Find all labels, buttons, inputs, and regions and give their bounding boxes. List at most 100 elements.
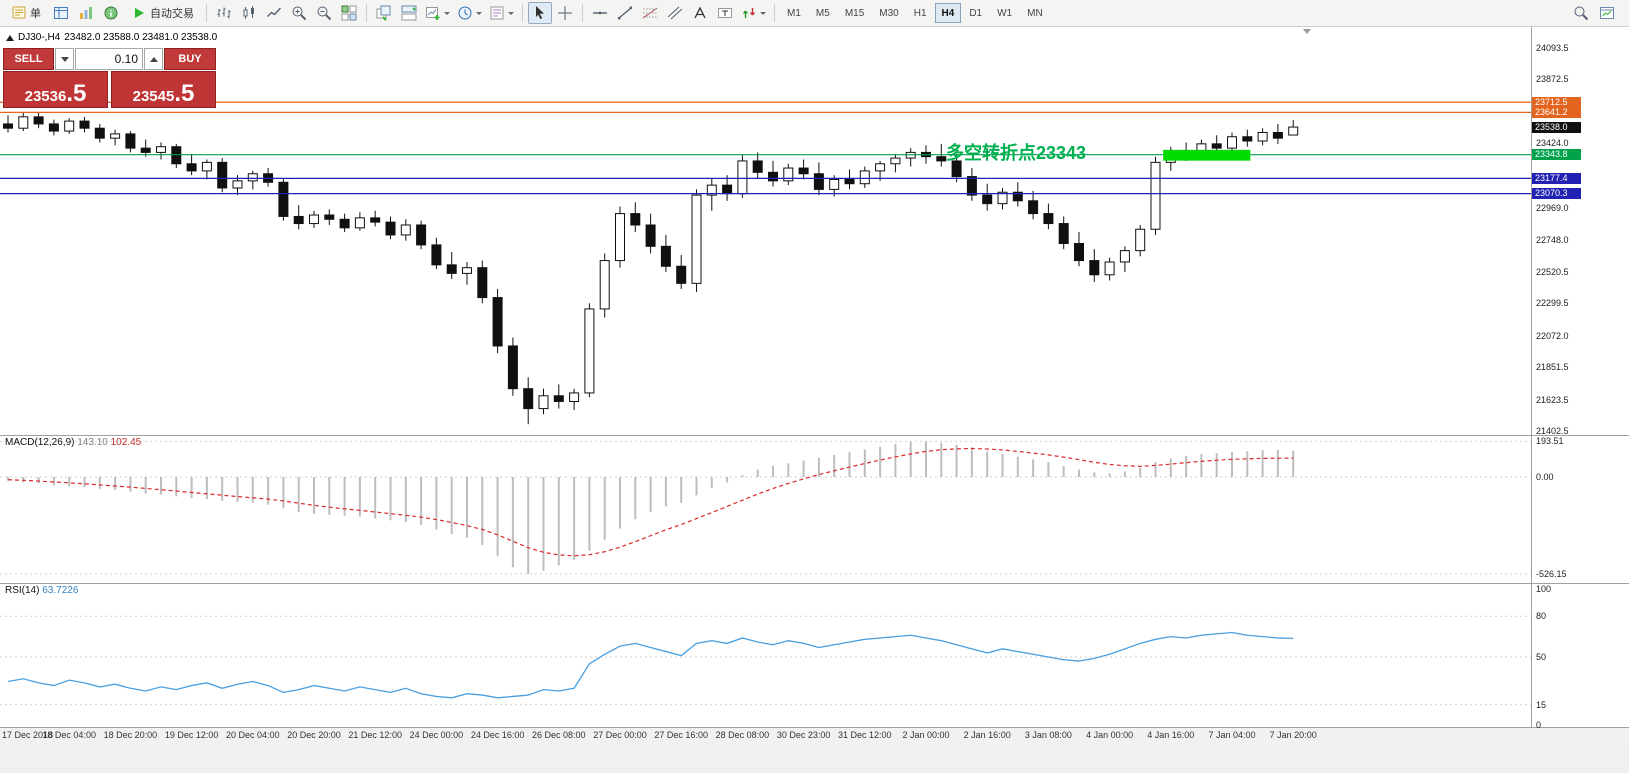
candle-bear — [523, 388, 534, 410]
time-axis[interactable] — [0, 728, 1629, 745]
trendline-tool-button[interactable] — [613, 2, 637, 24]
new-order-button[interactable]: 单 — [4, 2, 48, 24]
tf-button-d1[interactable]: D1 — [969, 7, 983, 19]
periods-button[interactable] — [454, 2, 485, 24]
candle-bear — [507, 345, 518, 390]
sell-button[interactable]: SELL — [3, 48, 54, 70]
panel-separator[interactable] — [0, 583, 1629, 584]
candle-bear — [844, 178, 855, 185]
candle-bear — [752, 160, 763, 173]
triangle-up-icon — [149, 53, 158, 62]
tf-button-m5[interactable]: M5 — [815, 7, 830, 19]
line-chart-button[interactable] — [262, 2, 286, 24]
candle-bull — [247, 173, 258, 182]
tf-button-m1[interactable]: M1 — [787, 7, 801, 19]
candle-bear — [966, 176, 977, 196]
cascade-windows-button[interactable] — [372, 2, 396, 24]
candle-bear — [416, 224, 427, 246]
rsi-name: RSI(14) — [5, 585, 40, 596]
candle-bull — [890, 157, 901, 165]
candle-bull — [1227, 136, 1237, 149]
candle-bear — [385, 221, 396, 236]
channel-icon — [667, 6, 683, 20]
macd-name: MACD(12,26,9) — [5, 437, 75, 448]
market-watch-button[interactable] — [49, 2, 73, 24]
rsi-header: RSI(14) 63.7226 — [5, 585, 78, 596]
chart-window-button[interactable] — [1595, 2, 1619, 24]
tf-button-m30[interactable]: M30 — [879, 7, 899, 19]
time-axis-label: 31 Dec 12:00 — [838, 730, 892, 740]
toolbar-right-group — [1569, 2, 1625, 24]
main-price-chart[interactable] — [0, 27, 1629, 435]
time-axis-label: 7 Jan 20:00 — [1269, 730, 1317, 740]
tile-windows-button[interactable] — [337, 2, 361, 24]
chart-area[interactable]: DJ30-,H4 23482.0 23588.0 23481.0 23538.0… — [0, 27, 1629, 745]
data-window-button[interactable] — [74, 2, 98, 24]
lot-increase-button[interactable] — [144, 48, 163, 70]
time-axis-label: 2 Jan 16:00 — [963, 730, 1011, 740]
fibonacci-icon — [642, 7, 658, 19]
sell-price-fraction: .5 — [66, 79, 87, 107]
time-axis-label: 30 Dec 23:00 — [776, 730, 831, 740]
candle-bear — [1089, 260, 1100, 276]
price-tick-label: 22072.0 — [1536, 330, 1569, 341]
crosshair-button[interactable] — [553, 2, 577, 24]
macd-scale-label: 193.51 — [1536, 436, 1564, 447]
symbol-period-label: DJ30-,H4 — [18, 31, 61, 43]
tf-button-w1[interactable]: W1 — [997, 7, 1013, 19]
new-chart-button[interactable] — [422, 2, 453, 24]
buy-price-button[interactable]: 23545 .5 — [111, 71, 216, 108]
macd-signal-value: 102.45 — [110, 437, 142, 448]
candle-bull — [232, 180, 243, 189]
candle-bear — [140, 147, 151, 153]
chart-shift-marker-icon[interactable] — [1303, 29, 1311, 38]
zoom-in-button[interactable] — [287, 2, 311, 24]
cursor-button[interactable] — [528, 2, 552, 24]
tf-button-h1[interactable]: H1 — [913, 7, 927, 19]
clock-icon — [458, 6, 472, 20]
candle-bull — [462, 267, 472, 274]
tf-button-m15[interactable]: M15 — [844, 7, 865, 19]
highlight-segment[interactable] — [1163, 149, 1251, 161]
arrows-tool-button[interactable] — [738, 2, 769, 24]
candle-bear — [1058, 223, 1069, 244]
lot-size-input[interactable] — [75, 48, 143, 70]
symbol-marker-icon — [6, 31, 14, 41]
channel-tool-button[interactable] — [663, 2, 687, 24]
trade-panel-price-row: 23536 .5 23545 .5 — [3, 71, 216, 108]
buy-button[interactable]: BUY — [164, 48, 216, 70]
candle-bull — [737, 160, 748, 195]
macd-indicator-panel[interactable] — [0, 435, 1629, 583]
autotrading-button[interactable]: 自动交易 — [124, 2, 201, 24]
tf-button-mn[interactable]: MN — [1027, 7, 1043, 19]
time-axis-label: 21 Dec 12:00 — [348, 730, 402, 740]
bar-chart-button[interactable] — [212, 2, 236, 24]
arrows-icon — [742, 8, 756, 18]
zoom-out-button[interactable] — [312, 2, 336, 24]
text-tool-button[interactable] — [688, 2, 712, 24]
candle-bull — [64, 120, 75, 132]
price-tick-label: 22969.0 — [1536, 203, 1569, 214]
candle-bear — [676, 265, 687, 284]
search-button[interactable] — [1569, 2, 1593, 24]
candle-bear — [48, 123, 59, 132]
template-icon — [490, 6, 504, 20]
rsi-indicator-panel[interactable] — [0, 583, 1629, 727]
tf-button-h4[interactable]: H4 — [934, 3, 962, 23]
panel-separator[interactable] — [0, 435, 1629, 436]
sell-price-button[interactable]: 23536 .5 — [3, 71, 108, 108]
arrange-windows-button[interactable] — [397, 2, 421, 24]
candle-bear — [125, 133, 136, 149]
lot-decrease-button[interactable] — [55, 48, 74, 70]
navigator-button[interactable] — [99, 2, 123, 24]
fibonacci-tool-button[interactable] — [638, 2, 662, 24]
templates-button[interactable] — [486, 2, 517, 24]
candle-bull — [783, 167, 794, 182]
time-axis-label: 19 Dec 12:00 — [164, 730, 219, 740]
horizontal-line-tool-button[interactable] — [588, 2, 612, 24]
candlestick-chart-button[interactable] — [237, 2, 261, 24]
text-label-tool-button[interactable] — [713, 2, 737, 24]
chart-annotation-text[interactable]: 多空转折点23343 — [946, 143, 1087, 163]
time-axis-label: 24 Dec 00:00 — [409, 730, 464, 740]
